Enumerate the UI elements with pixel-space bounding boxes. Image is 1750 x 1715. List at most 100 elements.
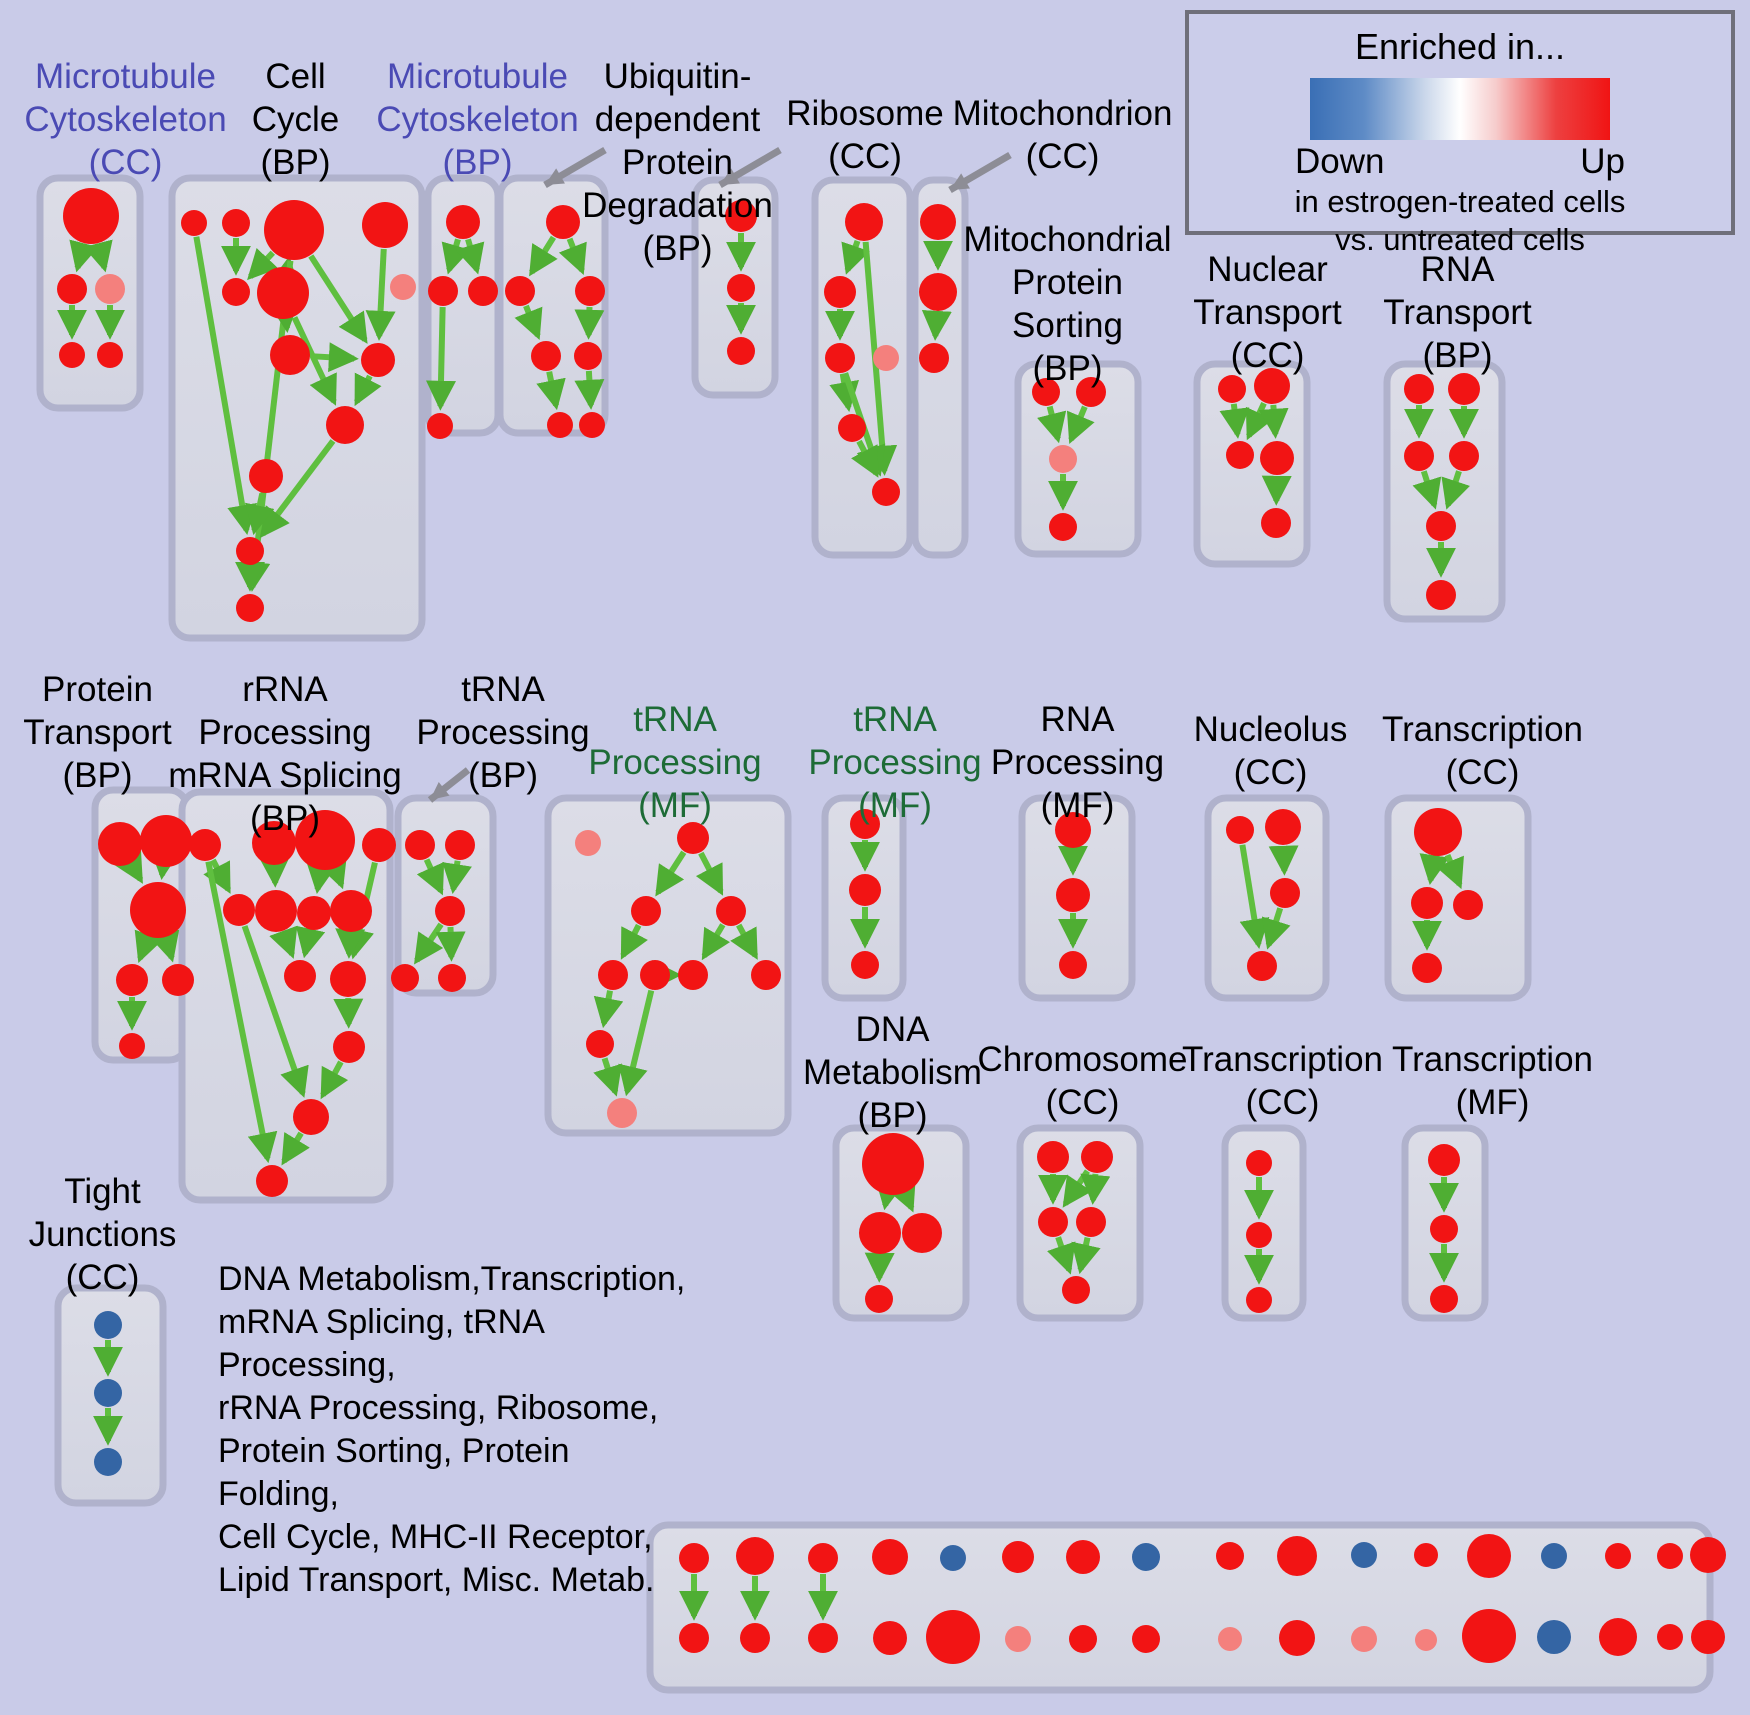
network-node <box>1059 951 1087 979</box>
network-node <box>1226 441 1254 469</box>
network-edge <box>593 990 624 1029</box>
network-edge <box>241 925 309 1098</box>
edges-layer <box>57 233 1479 1621</box>
network-node <box>130 882 186 938</box>
network-node <box>1254 368 1290 404</box>
network-node <box>297 896 331 930</box>
network-node <box>1430 1285 1458 1313</box>
network-node <box>727 274 755 302</box>
network-node <box>873 345 899 371</box>
network-node <box>1076 377 1106 407</box>
network-node <box>1426 580 1456 610</box>
network-edge <box>841 239 870 275</box>
network-node <box>257 267 309 319</box>
network-node <box>330 961 366 997</box>
network-node <box>727 337 755 365</box>
legend-panel: Enriched in... Down Up in estrogen-treat… <box>1185 10 1735 257</box>
network-edge <box>701 923 730 961</box>
network-edge <box>150 848 180 881</box>
network-edge <box>851 439 879 478</box>
network-node <box>97 342 123 368</box>
network-edge <box>1412 470 1442 510</box>
network-node <box>679 1543 709 1573</box>
network-node <box>1265 809 1301 845</box>
network-node <box>1691 1620 1725 1654</box>
pointer-arrowhead-icon <box>430 782 450 800</box>
legend-subtitle-line1: in estrogen-treated cells <box>1294 184 1626 219</box>
network-node <box>264 200 324 260</box>
network-node <box>631 896 661 926</box>
network-edge <box>1436 853 1464 890</box>
network-node <box>1132 1625 1160 1653</box>
cluster-label-nuclear-transport-cc: Nuclear Transport (CC) <box>1193 250 1342 375</box>
network-node <box>57 274 87 304</box>
network-node <box>1037 1141 1069 1173</box>
network-node <box>1448 373 1480 405</box>
network-node <box>862 1133 924 1195</box>
network-node <box>1069 1625 1097 1653</box>
network-node <box>873 1621 907 1655</box>
network-node <box>575 276 605 306</box>
network-node <box>740 1623 770 1653</box>
network-edge <box>574 306 605 340</box>
network-node <box>295 810 355 870</box>
network-node <box>1428 1144 1460 1176</box>
network-node <box>1426 511 1456 541</box>
cluster-label-rna-processing-mf: RNA Processing (MF) <box>990 700 1165 825</box>
network-node <box>586 1030 614 1058</box>
network-node <box>284 960 316 992</box>
network-node <box>405 830 435 860</box>
network-node <box>531 341 561 371</box>
cluster-label-microtubule-cytoskeleton-bp: Microtubule Cytoskeleton (BP) <box>376 57 579 182</box>
network-node <box>1218 1627 1242 1651</box>
network-node <box>1270 878 1300 908</box>
network-node <box>824 276 856 308</box>
network-node <box>872 478 900 506</box>
network-edge <box>247 248 279 281</box>
network-node <box>1412 953 1442 983</box>
nodes-layer <box>57 188 1726 1664</box>
network-node <box>222 278 250 306</box>
network-edge <box>514 304 543 341</box>
network-node <box>256 1165 288 1197</box>
network-edge <box>291 316 337 406</box>
network-edge <box>1419 853 1450 886</box>
network-edge <box>1261 907 1291 950</box>
network-edge <box>203 858 231 894</box>
network-node <box>333 1031 365 1063</box>
network-edge <box>69 239 99 273</box>
network-node <box>446 205 480 239</box>
network-edge <box>259 857 290 888</box>
network-edge <box>574 370 605 410</box>
cluster-label-mitochondrial-protein-sorting-bp: Mitochondrial Protein Sorting (BP) <box>963 220 1172 388</box>
network-node <box>872 1539 908 1575</box>
network-node <box>362 828 396 862</box>
network-edge <box>281 1131 310 1166</box>
network-node <box>1049 513 1077 541</box>
network-node <box>1430 1215 1458 1243</box>
network-node <box>1657 1543 1683 1569</box>
network-node <box>849 874 881 906</box>
network-edge <box>269 925 298 959</box>
network-edge <box>310 342 359 373</box>
network-node <box>445 830 475 860</box>
network-node <box>1247 951 1277 981</box>
network-edge <box>1258 404 1289 439</box>
network-edge <box>414 922 444 965</box>
cluster-label-trna-processing-mf-2: tRNA Processing (MF) <box>808 700 982 825</box>
cluster-box <box>646 1521 1714 1694</box>
network-node <box>1005 1626 1031 1652</box>
network-node <box>1246 1150 1272 1176</box>
network-edge <box>318 855 347 890</box>
network-node <box>598 960 628 990</box>
network-node <box>94 1311 122 1339</box>
network-node <box>751 960 781 990</box>
network-node <box>1467 1534 1511 1578</box>
cluster-label-transcription-mf: Transcription (MF) <box>1392 1040 1593 1122</box>
network-node <box>63 188 119 244</box>
network-edge <box>259 439 336 539</box>
network-edge <box>416 858 445 896</box>
network-node <box>716 896 746 926</box>
network-node <box>1246 1287 1272 1313</box>
